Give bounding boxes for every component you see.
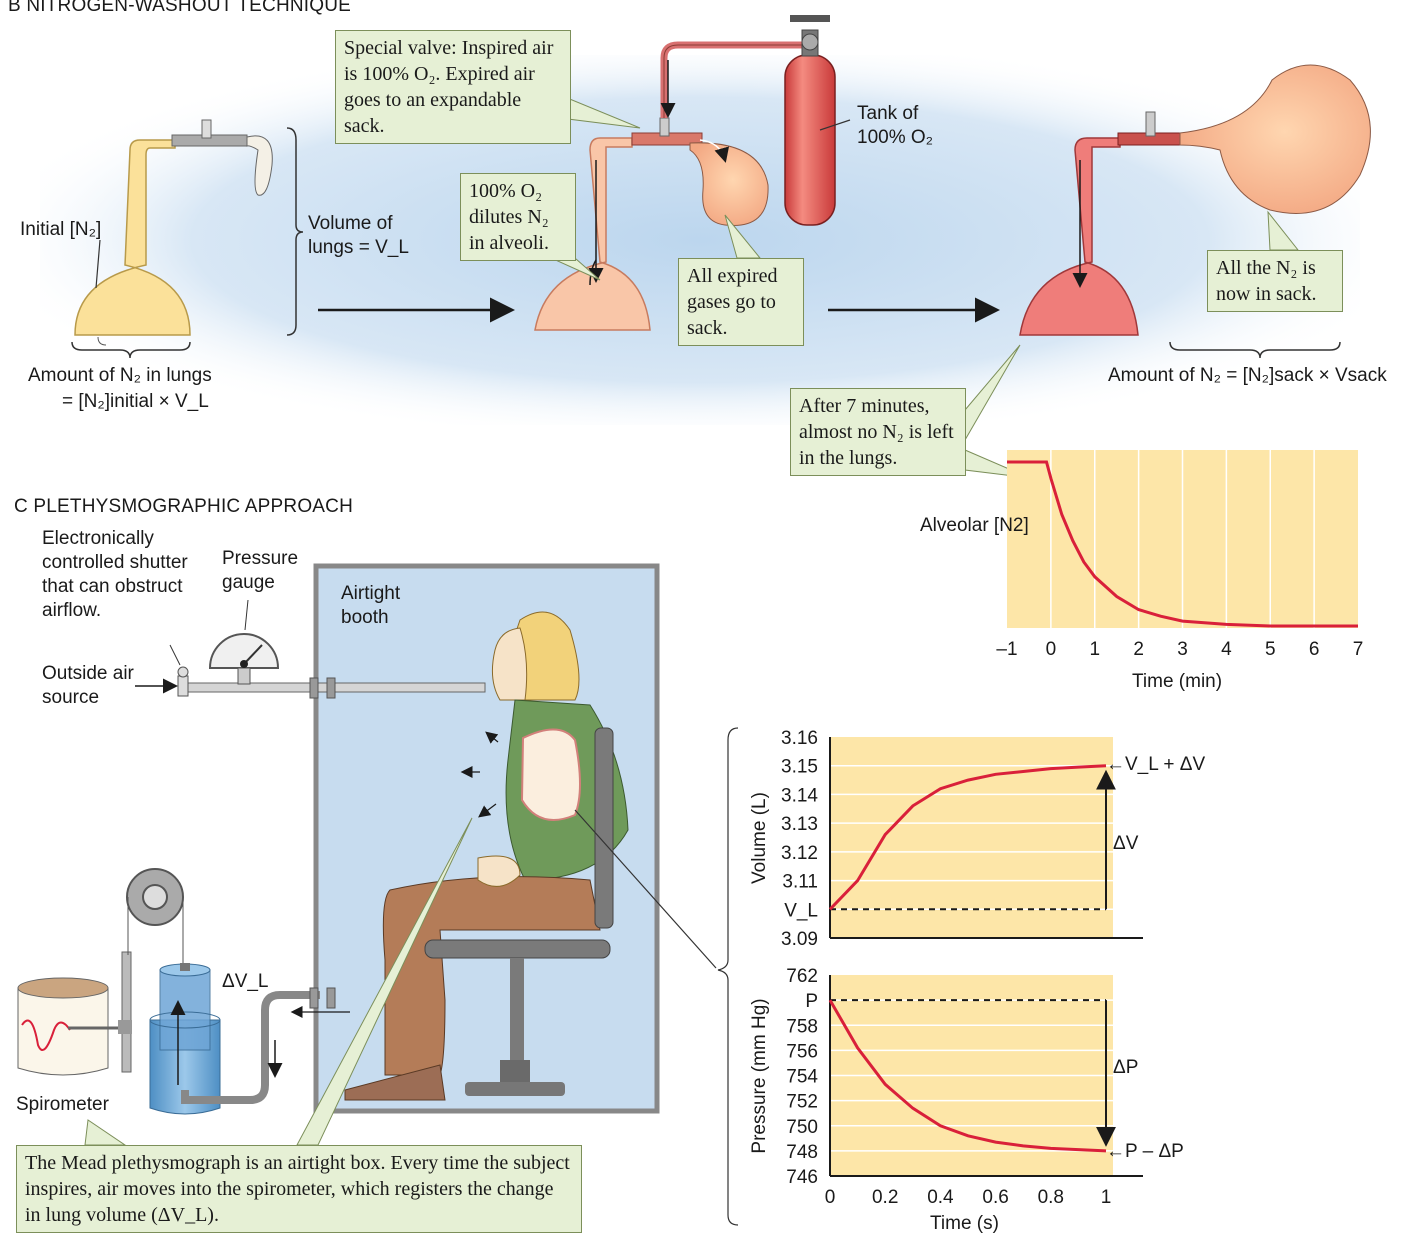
chart2-ytick-label: 3.16 xyxy=(781,728,818,749)
chart2-plot-area xyxy=(830,737,1113,938)
chart2-ytick-label: 3.14 xyxy=(781,785,818,806)
chart1-xtick-label: 7 xyxy=(1353,639,1364,660)
chart1-xtick-label: 3 xyxy=(1177,639,1188,660)
chart2-ytick-label: 3.13 xyxy=(781,814,818,835)
callout-after-7-minutes: After 7 minutes, almost no N₂ is left in… xyxy=(790,388,966,476)
amount-n2-lungs-line2: = [N₂]initial × V_L xyxy=(62,391,209,412)
chart3-xtick-label: 0.8 xyxy=(1038,1187,1064,1208)
chart3-xtick-label: 0.4 xyxy=(927,1187,954,1208)
outside-air-label: Outside air source xyxy=(42,663,134,708)
chart1-xtick-label: 5 xyxy=(1265,639,1276,660)
chart1-xtick-label: 4 xyxy=(1221,639,1232,660)
airtight-booth-label: Airtight booth xyxy=(341,583,401,628)
spirometer-device xyxy=(17,868,350,1115)
pressure-gauge-label: Pressure gauge xyxy=(222,548,299,593)
chart3-ytick-label: 762 xyxy=(786,966,818,987)
delta-vl-label: ΔV_L xyxy=(222,971,269,992)
chart1-xtick-label: 0 xyxy=(1046,639,1057,660)
chart1-xtick-label: 6 xyxy=(1309,639,1320,660)
amount-n2-sack: Amount of N₂ = [N₂]sack × Vsack xyxy=(1108,365,1387,386)
chart3-ytick-label: 758 xyxy=(786,1016,818,1037)
chart1-series-line xyxy=(1007,460,1358,628)
chart2-series-line xyxy=(828,764,1107,911)
panel-b-title: B NITROGEN-WASHOUT TECHNIQUE xyxy=(8,0,352,16)
chart1-xlabel: Time (min) xyxy=(1132,671,1223,692)
chart2-ytick-label: 3.09 xyxy=(781,929,818,950)
callout-all-n2-in-sack: All the N₂ is now in sack. xyxy=(1207,250,1343,312)
chart3-xtick-label: 0.6 xyxy=(982,1187,1008,1208)
chart2-ytick-label: 3.12 xyxy=(781,843,818,864)
chart3-ytick-label: 750 xyxy=(786,1117,818,1138)
callout-expired-gases: All expired gases go to sack. xyxy=(678,258,804,346)
chart3-ylabel: Pressure (mm Hg) xyxy=(749,998,770,1154)
chart3-xlabel: Time (s) xyxy=(930,1213,999,1234)
callout-o2-dilutes: 100% O₂ dilutes N₂ in alveoli. xyxy=(460,173,576,261)
chart3-ytick-label: 754 xyxy=(786,1067,818,1088)
chart2-annotation-top: ←V_L + ΔV xyxy=(1106,754,1206,775)
callout-special-valve: Special valve: Inspired air is 100% O₂. … xyxy=(335,30,571,144)
chart1-xtick-label: –1 xyxy=(996,639,1017,660)
chart1-xtick-label: 2 xyxy=(1133,639,1144,660)
callout-mead-plethysmograph: The Mead plethysmograph is an airtight b… xyxy=(16,1145,582,1233)
initial-n2-label: Initial [N₂] xyxy=(20,219,102,240)
chart1-ylabel: Alveolar [N2] xyxy=(920,515,1029,536)
chart3-ytick-label: 756 xyxy=(786,1041,818,1062)
chart2-ytick-label: V_L xyxy=(784,900,818,921)
middle-lung xyxy=(534,41,810,331)
panel-c-title: C PLETHYSMOGRAPHIC APPROACH xyxy=(14,496,354,517)
chart3-annotation-delta: ΔP xyxy=(1113,1057,1139,1078)
chart3-ytick-label: 746 xyxy=(786,1167,818,1188)
chart3-series-line xyxy=(828,999,1107,1153)
chair xyxy=(424,727,614,1096)
chart2-ytick-label: 3.15 xyxy=(781,757,818,778)
chart3-xtick-label: 0.2 xyxy=(872,1187,898,1208)
final-lung xyxy=(1019,64,1371,336)
volume-of-lungs-label: Volume of lungs = V_L xyxy=(308,213,409,258)
chart2-annotation-delta: ΔV xyxy=(1113,833,1139,854)
tank-label: Tank of 100% O₂ xyxy=(857,103,934,148)
chart3-ytick-label: 752 xyxy=(786,1092,818,1113)
chart2-ytick-label: 3.11 xyxy=(782,872,818,893)
chart3-annotation-bottom: ←P – ΔP xyxy=(1106,1141,1184,1162)
chart3-ytick-label: 748 xyxy=(786,1142,818,1163)
chart2-ylabel: Volume (L) xyxy=(749,792,770,884)
initial-lung xyxy=(74,119,273,346)
chart3-xtick-label: 1 xyxy=(1101,1187,1112,1208)
spirometer-label: Spirometer xyxy=(16,1094,109,1115)
chart1-xtick-label: 1 xyxy=(1089,639,1100,660)
oxygen-tank xyxy=(784,15,836,226)
chart3-xtick-label: 0 xyxy=(825,1187,836,1208)
chart3-ytick-label: P xyxy=(805,991,818,1012)
shutter-label: Electronically controlled shutter that c… xyxy=(42,528,188,621)
amount-n2-lungs-line1: Amount of N₂ in lungs xyxy=(28,365,212,386)
